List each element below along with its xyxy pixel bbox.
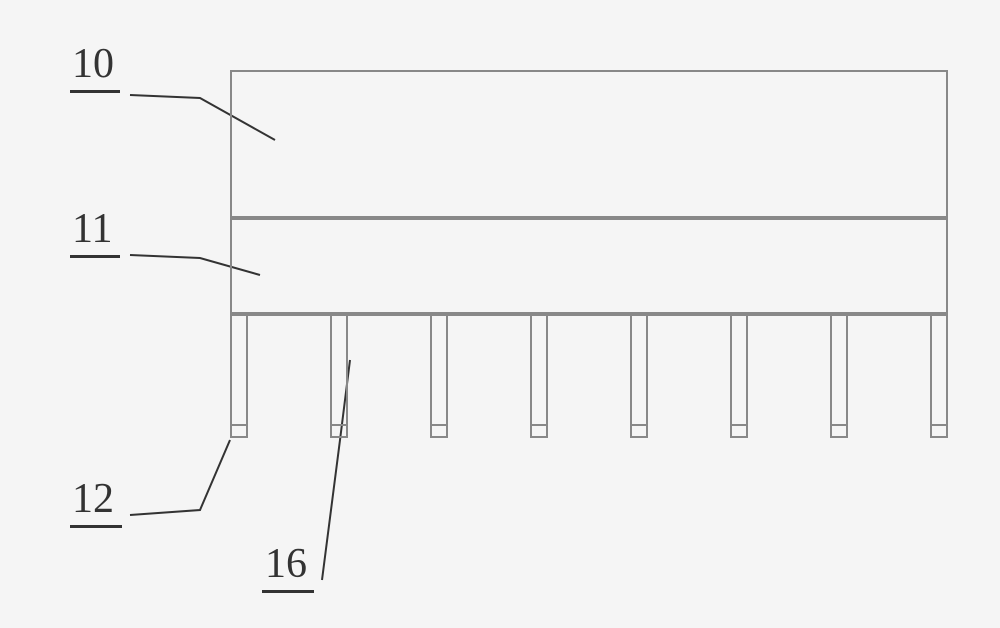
tooth [530,314,548,424]
tooth [830,314,848,424]
tooth [330,314,348,424]
tooth-foot [230,424,248,438]
tooth-foot [930,424,948,438]
tooth-foot [430,424,448,438]
top-box [230,70,948,218]
leader-12 [130,440,230,515]
tooth-foot [730,424,748,438]
diagram-container: 10 11 12 16 [20,20,980,608]
tooth-foot [630,424,648,438]
tooth-foot [830,424,848,438]
tooth [730,314,748,424]
tooth [230,314,248,424]
tooth-foot [330,424,348,438]
middle-box [230,218,948,314]
tooth [630,314,648,424]
tooth-foot [530,424,548,438]
tooth [430,314,448,424]
tooth [930,314,948,424]
